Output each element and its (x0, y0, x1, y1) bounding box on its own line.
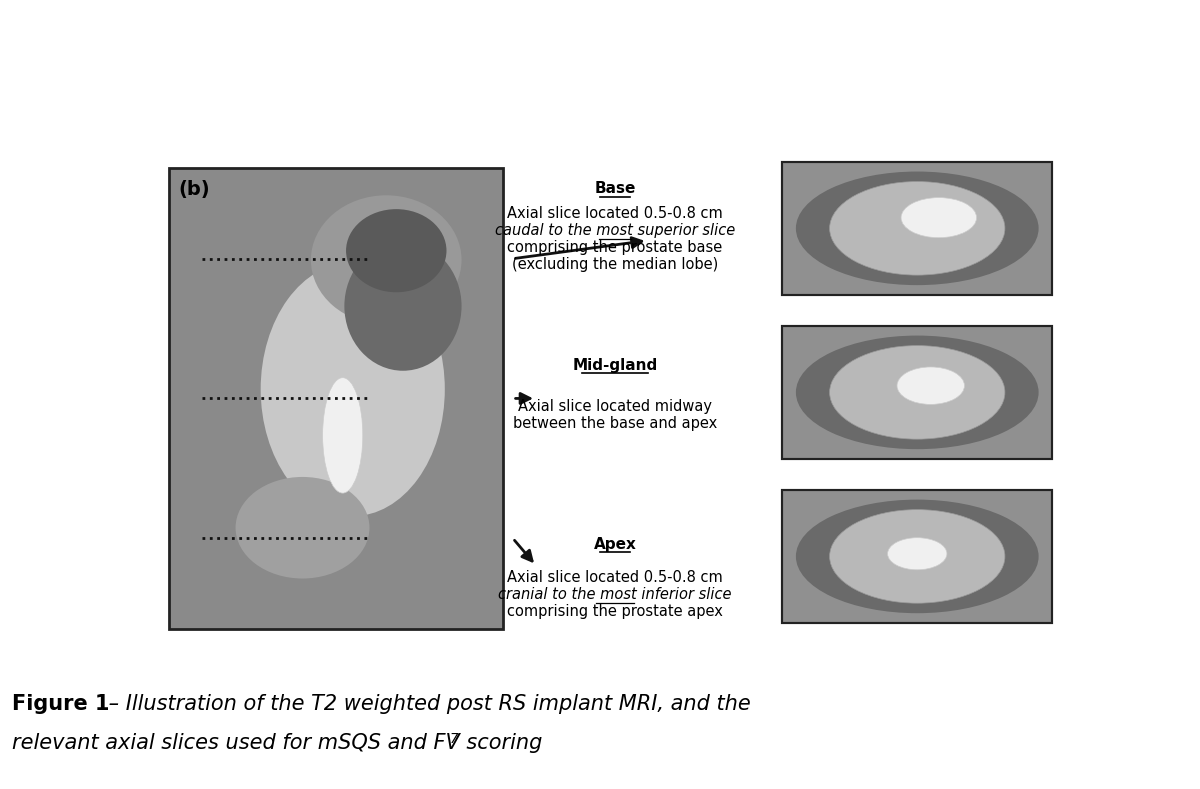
Ellipse shape (901, 197, 977, 237)
Text: – Illustration of the T2 weighted post RS implant MRI, and the: – Illustration of the T2 weighted post R… (102, 694, 751, 714)
Text: (excluding the median lobe): (excluding the median lobe) (512, 257, 718, 272)
FancyBboxPatch shape (782, 326, 1052, 459)
Ellipse shape (323, 378, 362, 493)
Ellipse shape (311, 196, 462, 324)
Text: 7: 7 (450, 731, 458, 746)
Text: comprising the prostate base: comprising the prostate base (508, 241, 722, 256)
Ellipse shape (898, 367, 965, 405)
Ellipse shape (796, 499, 1039, 613)
FancyBboxPatch shape (782, 489, 1052, 623)
Text: (b): (b) (178, 180, 210, 199)
Ellipse shape (260, 262, 445, 516)
Ellipse shape (829, 181, 1004, 275)
Text: Apex: Apex (594, 537, 636, 552)
Text: cranial to the most inferior slice: cranial to the most inferior slice (498, 587, 732, 602)
Text: between the base and apex: between the base and apex (512, 417, 718, 432)
FancyBboxPatch shape (782, 162, 1052, 295)
Ellipse shape (344, 241, 462, 371)
Ellipse shape (346, 209, 446, 292)
FancyBboxPatch shape (168, 167, 504, 630)
Ellipse shape (796, 335, 1039, 449)
Ellipse shape (235, 477, 370, 578)
Text: Figure 1: Figure 1 (12, 694, 109, 714)
Text: Axial slice located 0.5-0.8 cm: Axial slice located 0.5-0.8 cm (508, 206, 722, 221)
Ellipse shape (888, 537, 947, 570)
Text: Axial slice located midway: Axial slice located midway (518, 399, 712, 414)
Text: comprising the prostate apex: comprising the prostate apex (508, 604, 722, 619)
Text: Axial slice located 0.5-0.8 cm: Axial slice located 0.5-0.8 cm (508, 570, 722, 585)
Text: relevant axial slices used for mSQS and FV scoring: relevant axial slices used for mSQS and … (12, 734, 542, 753)
Ellipse shape (829, 346, 1004, 439)
Text: caudal to the most superior slice: caudal to the most superior slice (494, 223, 736, 238)
Text: Base: Base (594, 181, 636, 196)
Text: Mid-gland: Mid-gland (572, 357, 658, 372)
Ellipse shape (796, 171, 1039, 285)
Ellipse shape (829, 510, 1004, 603)
